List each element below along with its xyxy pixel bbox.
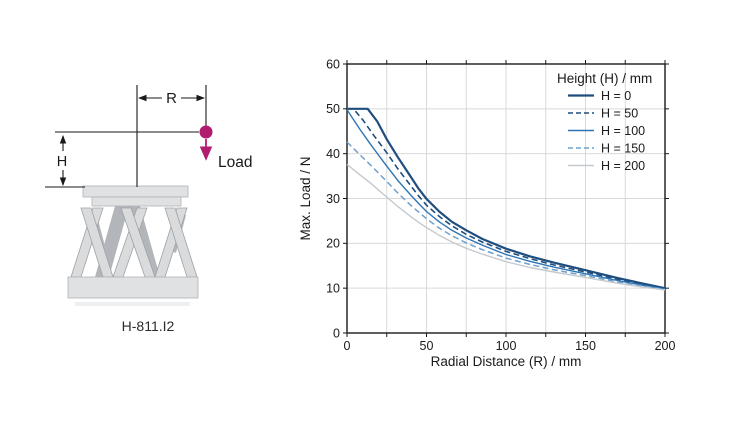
hexapod-base-shadow [75, 302, 190, 306]
legend-item-label: H = 0 [601, 89, 631, 103]
y-tick-label: 40 [326, 147, 340, 161]
hexapod-graphic [67, 185, 199, 306]
series-curve-200 [346, 163, 666, 291]
legend-item-label: H = 50 [601, 107, 638, 121]
x-axis-label: Radial Distance (R) / mm [431, 354, 582, 369]
x-tick-label: 100 [496, 339, 517, 353]
series-curve-0 [347, 107, 666, 290]
y-axis-label: Max. Load / N [300, 156, 313, 240]
load-label: Load [218, 154, 252, 171]
hexapod-base-plate [67, 276, 199, 299]
x-tick-label: 150 [575, 339, 596, 353]
y-tick-label: 30 [326, 192, 340, 206]
dimension-lines [45, 85, 207, 188]
x-tick-label: 50 [420, 339, 434, 353]
x-tick-label: 0 [344, 339, 351, 353]
y-tick-label: 50 [326, 102, 340, 116]
radius-label: R [166, 90, 177, 107]
y-tick-label: 0 [333, 326, 340, 340]
height-label: H [57, 154, 67, 170]
legend-item-label: H = 150 [601, 142, 645, 156]
y-tick-label: 60 [326, 57, 340, 71]
legend-item-label: H = 100 [601, 124, 645, 138]
hexapod-top-plate [82, 185, 189, 198]
y-tick-label: 10 [326, 281, 340, 295]
legend-title: Height (H) / mm [557, 71, 652, 86]
load-point-marker [199, 125, 213, 139]
load-vs-radius-chart: 0 50 100 150 200 0 10 20 30 40 50 60 Radial Distance… [300, 57, 676, 369]
y-tick-label: 20 [326, 237, 340, 251]
legend-item-label: H = 200 [601, 159, 645, 173]
series-curve-150 [346, 141, 666, 291]
hexapod-mid-plate [91, 196, 182, 207]
hexapod-front-struts [70, 207, 198, 278]
series-curve-100 [346, 109, 666, 290]
series-curve-50 [347, 108, 666, 290]
model-caption: H-811.I2 [122, 318, 175, 334]
hexapod-load-diagram: R H Load H-811.I2 [45, 85, 252, 334]
x-tick-label: 200 [655, 339, 676, 353]
